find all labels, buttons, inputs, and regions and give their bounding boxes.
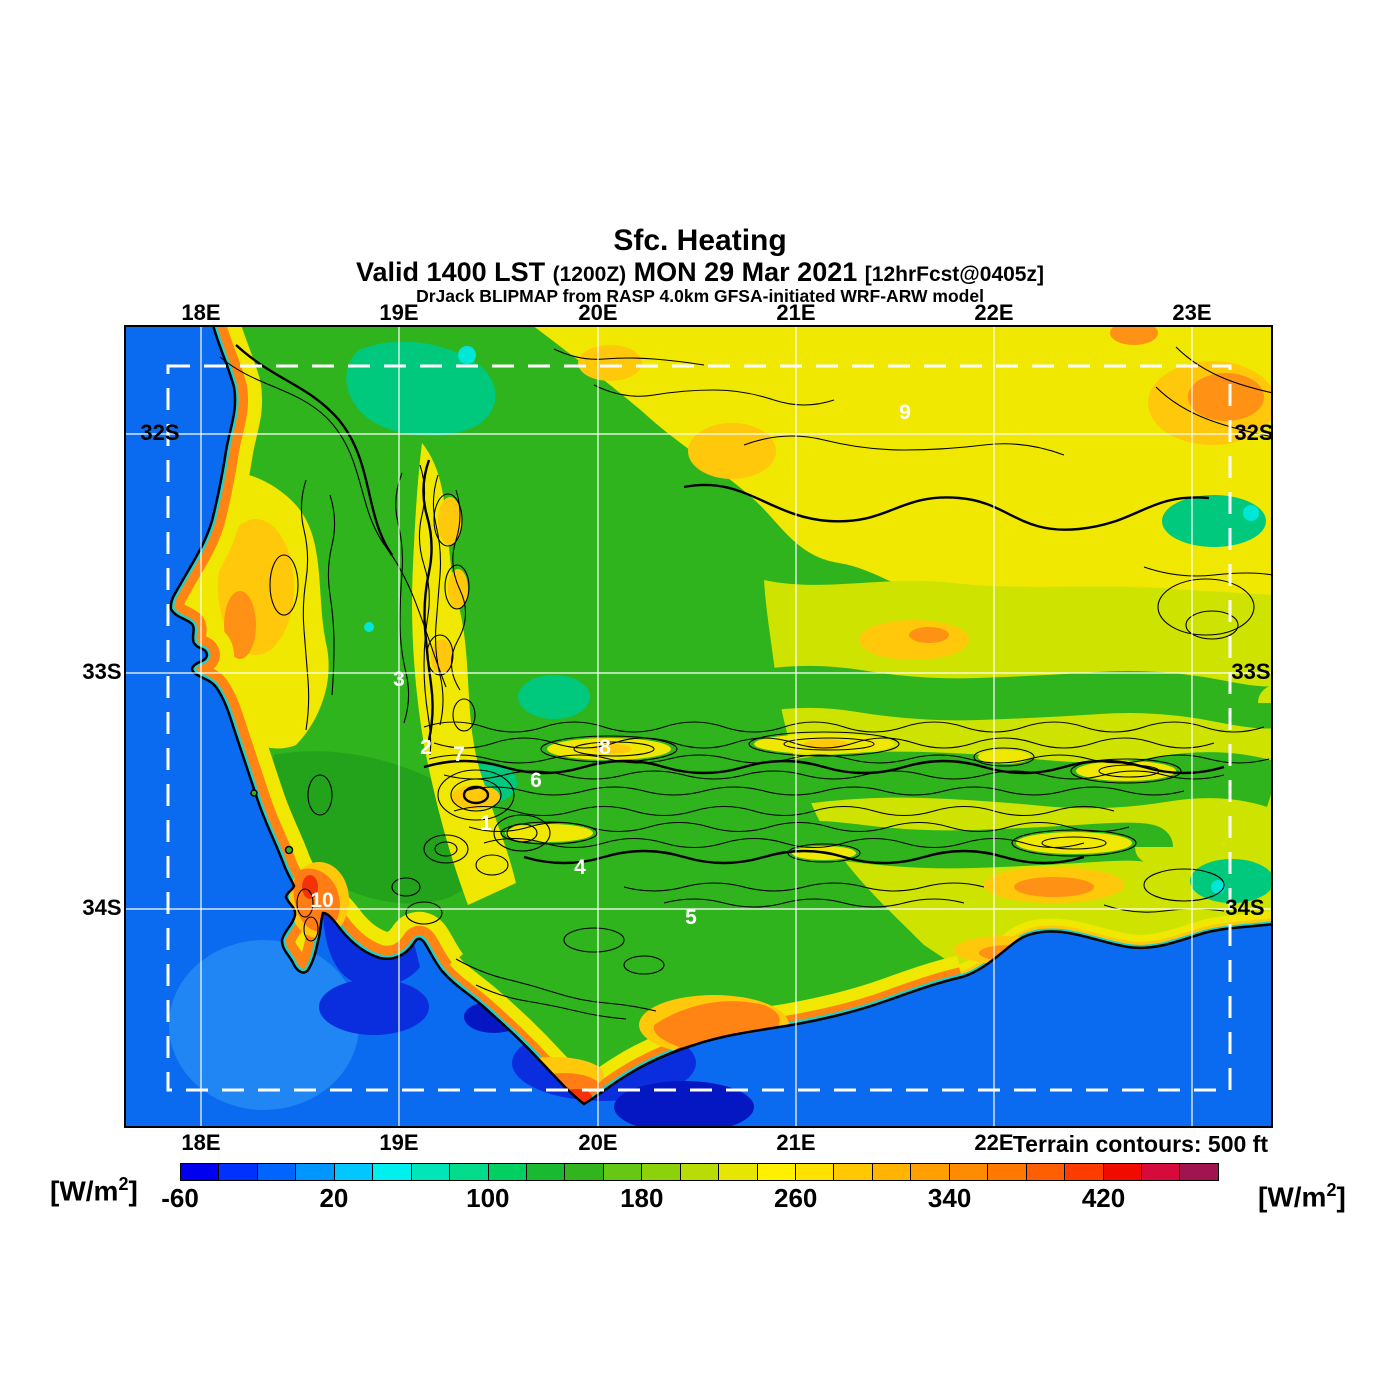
colorbar-tick--60: -60 (161, 1183, 199, 1213)
unit-label-left: [W/m2] (50, 1174, 138, 1207)
lat-label-left-33S: 33S (82, 659, 122, 684)
colorbar-cell--60 (181, 1164, 220, 1180)
ocean-light-patch (169, 940, 359, 1110)
lon-label-top-21E: 21E (776, 300, 816, 325)
colorbar-cell-60 (411, 1164, 451, 1180)
colorbar-tick-100: 100 (466, 1183, 510, 1213)
colorbar-cell-140 (565, 1164, 604, 1180)
valid-time-segment: MON 29 Mar 2021 (626, 257, 865, 287)
site-marker-3: 3 (393, 668, 405, 691)
valid-time-segment: Valid 1400 LST (356, 257, 553, 287)
colorbar-cell--20 (257, 1164, 297, 1180)
colorbar-cell-220 (719, 1164, 758, 1180)
false-bay-deep-water (323, 913, 420, 987)
domain-boundary (166, 364, 1232, 1092)
coastline (169, 325, 1273, 1106)
colorbar-cell-400 (1065, 1164, 1104, 1180)
island (284, 845, 294, 855)
site-marker-2: 2 (420, 736, 432, 759)
lon-label-top-19E: 19E (379, 300, 419, 325)
site-marker-8: 8 (599, 736, 611, 759)
site-marker-10: 10 (310, 889, 333, 912)
colorbar-cell-100 (488, 1164, 527, 1180)
lon-label-top-20E: 20E (578, 300, 618, 325)
page-title: Sfc. Heating (613, 224, 787, 257)
unit-label-right: [W/m2] (1258, 1180, 1346, 1213)
colorbar-cell-380 (1026, 1164, 1066, 1180)
colorbar-tick-420: 420 (1081, 1183, 1126, 1213)
colorbar-tick-260: 260 (774, 1183, 818, 1213)
lat-label-right-33S: 33S (1231, 659, 1271, 684)
model-line: DrJack BLIPMAP from RASP 4.0km GFSA-init… (416, 286, 984, 306)
heating-colorbar (180, 1163, 1219, 1181)
lat-label-left-32S: 32S (140, 420, 180, 445)
lat-label-right-34S: 34S (1225, 895, 1265, 920)
colorbar-cell-180 (642, 1164, 681, 1180)
colorbar-cell-360 (988, 1164, 1027, 1180)
site-marker-6: 6 (530, 769, 542, 792)
deep-water-blob (319, 979, 429, 1035)
colorbar-cell-0 (296, 1164, 335, 1180)
colorbar-cell-200 (680, 1164, 720, 1180)
site-markers: 1 2 3 4 5 6 7 8 9 10 (310, 401, 911, 929)
lon-label-top-23E: 23E (1172, 300, 1212, 325)
colorbar-cell-120 (526, 1164, 566, 1180)
map-frame (124, 325, 1273, 1128)
lon-label-bottom-21E: 21E (776, 1130, 816, 1155)
lon-label-bottom-19E: 19E (379, 1130, 419, 1155)
colorbar-tick-340: 340 (927, 1183, 972, 1213)
colorbar-tick-20: 20 (319, 1183, 349, 1213)
site-marker-5: 5 (685, 906, 697, 929)
lon-label-top-18E: 18E (181, 300, 221, 325)
colorbar-cell-440 (1141, 1164, 1181, 1180)
valid-time-segment: (1200Z) (552, 263, 627, 286)
lat-label-left-34S: 34S (82, 895, 122, 920)
colorbar-cell-260 (796, 1164, 835, 1180)
colorbar-cell-340 (949, 1164, 989, 1180)
colorbar-tick-180: 180 (620, 1183, 664, 1213)
colorbar-cell-460 (1180, 1164, 1218, 1180)
island (250, 789, 258, 797)
colorbar-cell-280 (834, 1164, 873, 1180)
lat-label-right-32S: 32S (1234, 420, 1274, 445)
colorbar-cell--40 (219, 1164, 258, 1180)
colorbar-cell-320 (911, 1164, 950, 1180)
terrain-contours-note: Terrain contours: 500 ft (1012, 1131, 1268, 1157)
valid-time-segment: [12hrFcst@0405z] (864, 263, 1044, 286)
colorbar-cell-240 (757, 1164, 796, 1180)
colorbar-cell-80 (450, 1164, 489, 1180)
colorbar-cell-160 (603, 1164, 643, 1180)
graticule (124, 325, 1273, 1128)
site-marker-4: 4 (574, 856, 586, 879)
site-marker-1: 1 (480, 812, 492, 835)
site-marker-9: 9 (899, 401, 911, 424)
lon-label-bottom-20E: 20E (578, 1130, 618, 1155)
valid-time-line: Valid 1400 LST (1200Z) MON 29 Mar 2021 [… (0, 257, 1400, 288)
lon-label-bottom-22E: 22E (974, 1130, 1014, 1155)
lon-label-top-22E: 22E (974, 300, 1014, 325)
lon-label-bottom-18E: 18E (181, 1130, 221, 1155)
site-marker-7: 7 (453, 743, 465, 766)
colorbar-cell-40 (373, 1164, 412, 1180)
deep-water-blob (614, 1081, 754, 1128)
terrain-contours (219, 344, 1273, 1020)
sfc-heating-map: 1 2 3 4 5 6 7 8 9 10 (124, 325, 1273, 1128)
colorbar-cell-20 (334, 1164, 374, 1180)
colorbar-cell-420 (1103, 1164, 1142, 1180)
colorbar-cell-300 (872, 1164, 912, 1180)
colorbar-tick-labels: -60 20 100 180 260 340 420 (161, 1183, 1219, 1213)
